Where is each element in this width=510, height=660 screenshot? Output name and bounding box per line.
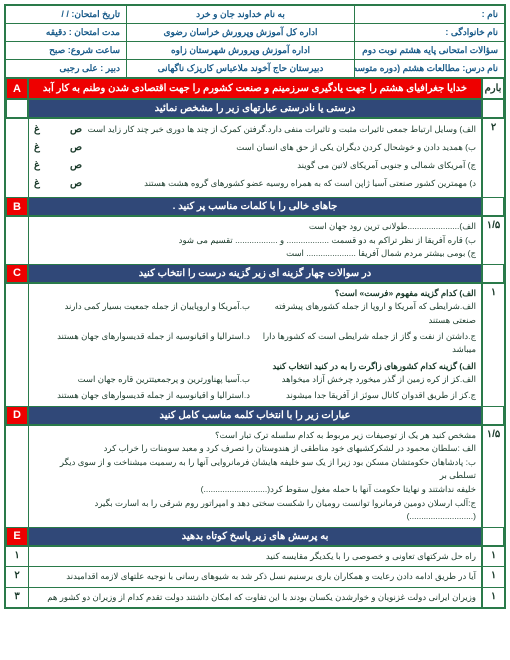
outer-frame: نام : به نام خداوند جان و خرد تاریخ امتح… (4, 4, 506, 609)
mcq2-opt-c: ج.کز از طریق اقدوان کانال سوئز از آفریقا… (260, 389, 476, 403)
d-item-5: ج:آلب ارسلان دومین فرمانروا توانست رومیا… (34, 497, 476, 524)
e-score-2: ۱ (482, 567, 504, 587)
section-letter-E: E (6, 527, 28, 546)
section-E-title: به پرسش های زیر پاسخ کوتاه بدهید (28, 527, 482, 546)
mcq2-opts: الف.کز از کره زمین از گذر میخورد چرخش آز… (34, 373, 476, 402)
section-E-row-3: ۱ وزیران ایرانی دولت غزنویان و خوارشدن ی… (6, 587, 504, 608)
mcq2-stem: الف) گزینه کدام کشورهای زاگرت را به در ک… (34, 360, 476, 374)
teacher-name: دبیر : علی رجبی (6, 60, 126, 77)
header-row-2: نام خانوادگی : اداره کل آموزش وپرورش خرا… (6, 24, 504, 42)
mcq2-opt-a: الف.کز از کره زمین از گذر میخورد چرخش آز… (260, 373, 476, 387)
header-row-3: سؤالات امتحانی پایه هشتم نوبت دوم اداره … (6, 42, 504, 60)
e-text-2: آیا در طریق ادامه دادن رعایت و همکاران ب… (28, 567, 482, 587)
section-B-score: ۱/۵ (482, 217, 504, 264)
tf-item-2: ب) همدید دادن و خوشحال کردن دیگران یکی ا… (34, 140, 476, 156)
start-time-label: ساعت شروع: صبح (6, 42, 126, 59)
e-num-3: ۳ (6, 588, 28, 608)
section-E-title-row: به پرسش های زیر پاسخ کوتاه بدهید E (6, 527, 504, 546)
section-C-content: ۱ الف) کدام گزینه مفهوم «فرست» است؟ الف.… (6, 283, 504, 406)
tf-item-1: الف) وسایل ارتباط جمعی تاثیرات مثبت و تا… (34, 122, 476, 138)
dept-line-1: اداره کل آموزش وپرورش خراسان رضوی (126, 24, 354, 41)
section-A-title-row: درستی یا نادرستی عبارتهای زیر را مشخص نم… (6, 99, 504, 118)
section-A-num (6, 119, 28, 197)
red-banner-row: بارم خدایا جغرافیای هشتم را جهت یادگیری … (6, 78, 504, 99)
section-A-content: ۲ الف) وسایل ارتباط جمعی تاثیرات مثبت و … (6, 118, 504, 197)
e-score-1: ۱ (482, 547, 504, 567)
mcq1-opt-d: د.استرالیا و اقیانوسیه از جمله قدیسوارها… (34, 330, 250, 357)
sad-mark: ص (70, 122, 82, 138)
duration-label: مدت امتحان : دقیقه (6, 24, 126, 41)
bismillah: به نام خداوند جان و خرد (126, 6, 354, 23)
e-text-1: راه حل شرکتهای تعاونی و خصوصی را با یکدی… (28, 547, 482, 567)
tf-text-1: الف) وسایل ارتباط جمعی تاثیرات مثبت و تا… (82, 123, 476, 137)
d-item-4: خلیفه نداشتند و نهایتا حکومت آنها با حمل… (34, 483, 476, 497)
section-D-title-row: عبارات زیر را با انتخاب کلمه مناسب کامل … (6, 406, 504, 425)
section-D-body: مشخص کنید هر یک از توصیفات زیر مربوط به … (28, 426, 482, 527)
section-A-body: الف) وسایل ارتباط جمعی تاثیرات مثبت و تا… (28, 119, 482, 197)
exam-title: سؤالات امتحانی پایه هشتم نوبت دوم (354, 42, 504, 59)
tf-item-4: د) مهمترین کشور صنعتی آسیا ژاپن است که ب… (34, 176, 476, 192)
tf-text-4: د) مهمترین کشور صنعتی آسیا ژاپن است که ب… (82, 177, 476, 191)
course-name: نام درس: مطالعات هشتم (دوره متوسطه اول) (354, 60, 504, 77)
tf-text-3: ج) آمریکای شمالی و جنوبی آمریکای لاتین م… (82, 159, 476, 173)
family-name-label: نام خانوادگی : (354, 24, 504, 41)
section-D-content: ۱/۵ مشخص کنید هر یک از توصیفات زیر مربوط… (6, 425, 504, 527)
red-banner-text: خدایا جغرافیای هشتم را جهت یادگیری سرزمی… (28, 78, 482, 99)
empty-score (482, 99, 504, 118)
ghain-mark: غ (34, 140, 40, 156)
section-letter-D: D (6, 406, 28, 425)
section-B-content: ۱/۵ الف)......................طولانی تری… (6, 216, 504, 264)
mcq1-opt-b: ب.آمریکا و اروپاییان از جمله جمعیت بسیار… (34, 300, 250, 327)
section-letter-C: C (6, 264, 28, 283)
fill-item-2: ب) قاره آفریقا از نظر تراکم به دو قسمت .… (34, 234, 476, 248)
section-D-title: عبارات زیر را با انتخاب کلمه مناسب کامل … (28, 406, 482, 425)
sad-mark: ص (70, 176, 82, 192)
section-E-row-2: ۱ آیا در طریق ادامه دادن رعایت و همکاران… (6, 566, 504, 587)
school-name: دبیرستان حاج آخوند ملاعباس کاریزک ناگهان… (126, 60, 354, 77)
mcq1-opts: الف.شرایطی که آمریکا و اروپا از جمله کشو… (34, 300, 476, 356)
exam-sheet: نام : به نام خداوند جان و خرد تاریخ امتح… (0, 0, 510, 613)
bareh-header: بارم (482, 78, 504, 99)
section-A-title: درستی یا نادرستی عبارتهای زیر را مشخص نم… (28, 99, 482, 118)
section-D-score: ۱/۵ (482, 426, 504, 527)
section-letter-A: A (6, 78, 28, 99)
header-row-1: نام : به نام خداوند جان و خرد تاریخ امتح… (6, 6, 504, 24)
tf-text-2: ب) همدید دادن و خوشحال کردن دیگران یکی ا… (82, 141, 476, 155)
fill-item-3: ج) بومی بیشتر مردم شمال آفریقا .........… (34, 247, 476, 261)
e-num-1: ۱ (6, 547, 28, 567)
section-C-title-row: در سوالات چهار گزینه ای زیر گزینه درست ر… (6, 264, 504, 283)
dept-line-2: اداره آموزش وپرورش شهرستان زاوه (126, 42, 354, 59)
mcq1-opt-c: ج.داشتن از نفت و گاز از جمله شرایطی است … (260, 330, 476, 357)
e-score-3: ۱ (482, 588, 504, 608)
fill-item-1: الف)......................طولانی ترین رو… (34, 220, 476, 234)
section-B-title-row: جاهای خالی را با کلمات مناسب پر کنید . B (6, 197, 504, 216)
d-item-1: مشخص کنید هر یک از توصیفات زیر مربوط به … (34, 429, 476, 443)
ghain-mark: غ (34, 122, 40, 138)
section-C-title: در سوالات چهار گزینه ای زیر گزینه درست ر… (28, 264, 482, 283)
mcq1-stem: الف) کدام گزینه مفهوم «فرست» است؟ (34, 287, 476, 301)
ghain-mark: غ (34, 176, 40, 192)
d-item-2: الف :سلطان محمود در لشکرکشیهای خود مناطق… (34, 442, 476, 456)
sad-mark: ص (70, 140, 82, 156)
exam-date-label: تاریخ امتحان: / / (6, 6, 126, 23)
mcq2-opt-d: د.استرالیا و اقیانوسیه از جمله قدیسوارها… (34, 389, 250, 403)
section-B-body: الف)......................طولانی ترین رو… (28, 217, 482, 264)
section-B-title: جاهای خالی را با کلمات مناسب پر کنید . (28, 197, 482, 216)
tf-item-3: ج) آمریکای شمالی و جنوبی آمریکای لاتین م… (34, 158, 476, 174)
empty-num (6, 99, 28, 118)
d-item-3: ب: پادشاهان حکومتشان مسکن بود زیرا از یک… (34, 456, 476, 483)
mcq1-opt-a: الف.شرایطی که آمریکا و اروپا از جمله کشو… (260, 300, 476, 327)
section-C-body: الف) کدام گزینه مفهوم «فرست» است؟ الف.شر… (28, 284, 482, 406)
ghain-mark: غ (34, 158, 40, 174)
header-row-4: نام درس: مطالعات هشتم (دوره متوسطه اول) … (6, 60, 504, 78)
mcq2-opt-b: ب.آسیا پهناورترین و پرجمعیتترین قاره جها… (34, 373, 250, 387)
sad-mark: ص (70, 158, 82, 174)
section-C-score: ۱ (482, 284, 504, 406)
section-letter-B: B (6, 197, 28, 216)
name-label: نام : (354, 6, 504, 23)
section-A-score: ۲ (482, 119, 504, 197)
e-text-3: وزیران ایرانی دولت غزنویان و خوارشدن یکس… (28, 588, 482, 608)
e-num-2: ۲ (6, 567, 28, 587)
section-E-row-1: ۱ راه حل شرکتهای تعاونی و خصوصی را با یک… (6, 546, 504, 567)
